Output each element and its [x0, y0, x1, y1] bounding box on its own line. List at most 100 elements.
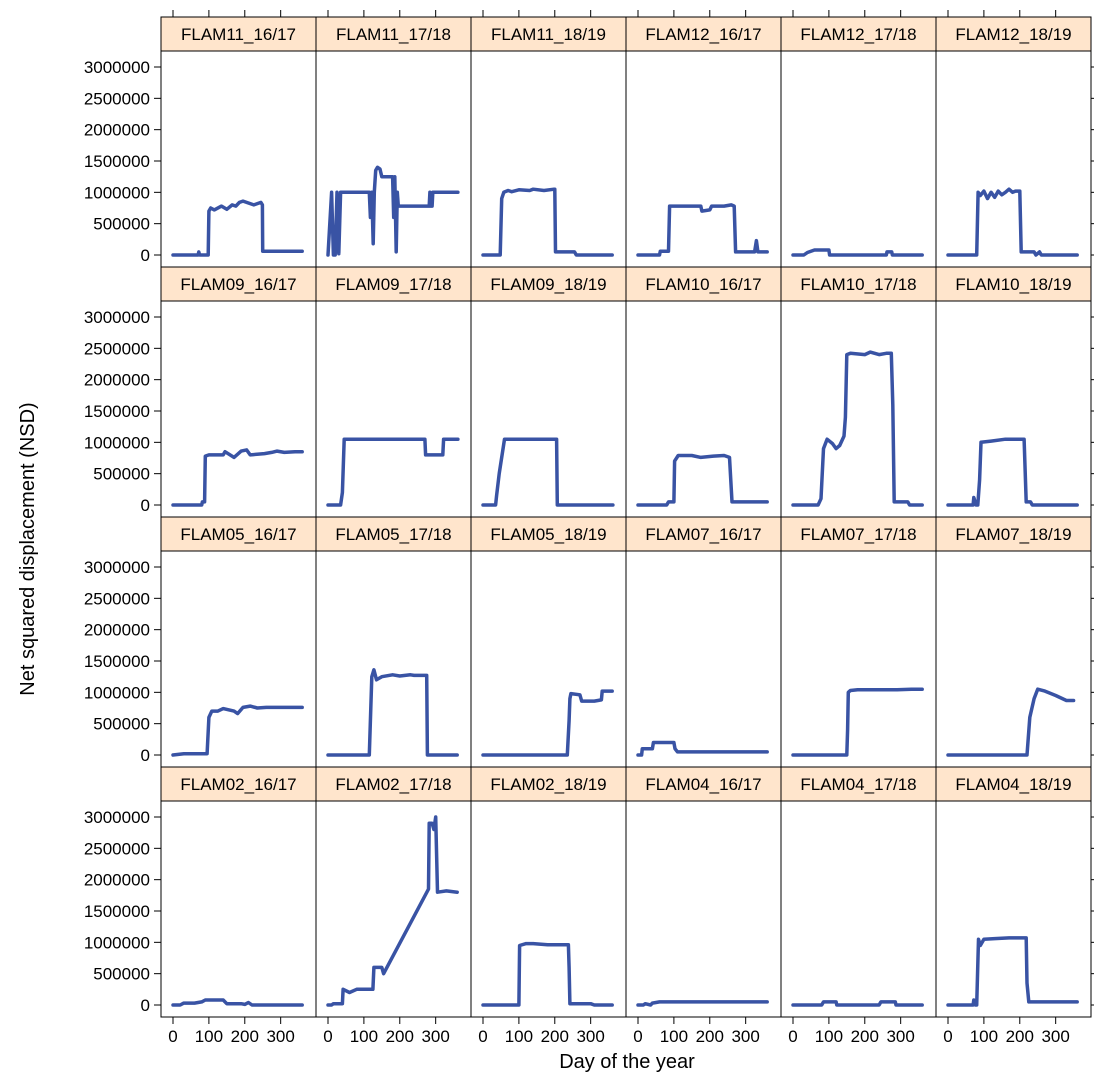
y-tick-label: 2500000	[84, 89, 150, 108]
strip-background	[625, 516, 782, 552]
x-tick-label: 200	[386, 1027, 414, 1046]
series-line	[326, 437, 460, 507]
strip-background	[315, 516, 472, 552]
panel: FLAM07_18/19	[935, 516, 1092, 768]
y-tick-label: 0	[141, 746, 150, 765]
y-tick-label: 2000000	[84, 621, 150, 640]
x-tick-label: 300	[1041, 1027, 1069, 1046]
panel-border	[935, 800, 1092, 1018]
strip-label: FLAM07_17/18	[800, 525, 916, 544]
series-line	[481, 187, 614, 257]
panel: FLAM05_17/18	[315, 516, 472, 768]
panel: FLAM12_16/17	[625, 16, 782, 268]
series-line	[171, 704, 304, 757]
panel: FLAM09_16/17	[160, 266, 317, 518]
panel: FLAM07_16/17	[625, 516, 782, 768]
panel: FLAM04_18/19	[935, 766, 1092, 1018]
strip-label: FLAM10_18/19	[955, 275, 1071, 294]
strip-background	[625, 266, 782, 302]
panel: FLAM05_16/17	[160, 516, 317, 768]
strip-label: FLAM09_18/19	[490, 275, 606, 294]
top-ticks	[172, 10, 1057, 17]
panel: FLAM11_18/19	[470, 16, 627, 268]
panel-border	[470, 50, 627, 268]
panel: FLAM04_16/17	[625, 766, 782, 1018]
x-tick-label: 100	[195, 1027, 223, 1046]
y-tick-label: 3000000	[84, 308, 150, 327]
y-tick-label: 0	[141, 496, 150, 515]
y-tick-label: 500000	[93, 465, 150, 484]
y-tick-label: 3000000	[84, 558, 150, 577]
x-tick-label: 200	[851, 1027, 879, 1046]
strip-label: FLAM11_18/19	[491, 25, 606, 44]
x-tick-label: 0	[788, 1027, 797, 1046]
panel-border	[470, 800, 627, 1018]
x-axis-title: Day of the year	[559, 1051, 695, 1073]
strip-label: FLAM04_17/18	[800, 775, 916, 794]
strip-background	[470, 266, 627, 302]
panel: FLAM10_16/17	[625, 266, 782, 518]
y-tick-label: 1500000	[84, 652, 150, 671]
panel-border	[315, 300, 472, 518]
y-tick-label: 0	[141, 246, 150, 265]
y-tick-label: 3000000	[84, 58, 150, 77]
y-tick-label: 2000000	[84, 371, 150, 390]
strip-background	[935, 266, 1092, 302]
series-line	[636, 203, 769, 257]
x-tick-label: 0	[633, 1027, 642, 1046]
strip-label: FLAM09_16/17	[180, 275, 296, 294]
panel-border	[160, 550, 317, 768]
series-line	[326, 165, 460, 257]
series-line	[946, 687, 1076, 757]
strip-label: FLAM12_17/18	[800, 25, 916, 44]
x-tick-label: 300	[576, 1027, 604, 1046]
panel-border	[780, 800, 937, 1018]
panel-border	[780, 300, 937, 518]
panel: FLAM12_17/18	[780, 16, 937, 268]
y-tick-label: 2500000	[84, 589, 150, 608]
y-tick-label: 1000000	[84, 183, 150, 202]
strip-label: FLAM02_16/17	[180, 775, 296, 794]
strip-background	[470, 516, 627, 552]
series-line	[791, 687, 924, 757]
series-line	[636, 740, 769, 757]
panel-border	[780, 50, 937, 268]
strip-background	[315, 766, 472, 802]
strip-background	[780, 766, 937, 802]
strip-label: FLAM10_17/18	[800, 275, 916, 294]
strip-background	[470, 766, 627, 802]
x-tick-label: 200	[696, 1027, 724, 1046]
x-tick-label: 0	[168, 1027, 177, 1046]
series-line	[636, 1000, 769, 1007]
series-line	[171, 199, 304, 257]
y-tick-label: 1500000	[84, 902, 150, 921]
strip-background	[315, 16, 472, 52]
strip-label: FLAM07_18/19	[955, 525, 1071, 544]
panel: FLAM11_16/17	[160, 16, 317, 268]
strip-background	[780, 266, 937, 302]
strip-label: FLAM04_16/17	[645, 775, 761, 794]
strip-label: FLAM10_16/17	[645, 275, 761, 294]
series-line	[171, 998, 304, 1007]
panel-border	[625, 550, 782, 768]
panel-border	[470, 550, 627, 768]
strip-label: FLAM02_17/18	[335, 775, 451, 794]
y-tick-label: 500000	[93, 215, 150, 234]
panel: FLAM12_18/19	[935, 16, 1092, 268]
x-tick-label: 0	[323, 1027, 332, 1046]
y-tick-label: 1000000	[84, 433, 150, 452]
y-tick-label: 1000000	[84, 933, 150, 952]
y-tick-label: 1500000	[84, 152, 150, 171]
panel-border	[625, 300, 782, 518]
y-tick-label: 2500000	[84, 839, 150, 858]
x-tick-label: 100	[970, 1027, 998, 1046]
panel-border	[625, 50, 782, 268]
series-line	[481, 941, 614, 1007]
series-line	[791, 1000, 924, 1007]
x-tick-label: 300	[266, 1027, 294, 1046]
panel: FLAM10_17/18	[780, 266, 937, 518]
strip-label: FLAM12_16/17	[645, 25, 761, 44]
strip-background	[160, 16, 317, 52]
panel: FLAM07_17/18	[780, 516, 937, 768]
